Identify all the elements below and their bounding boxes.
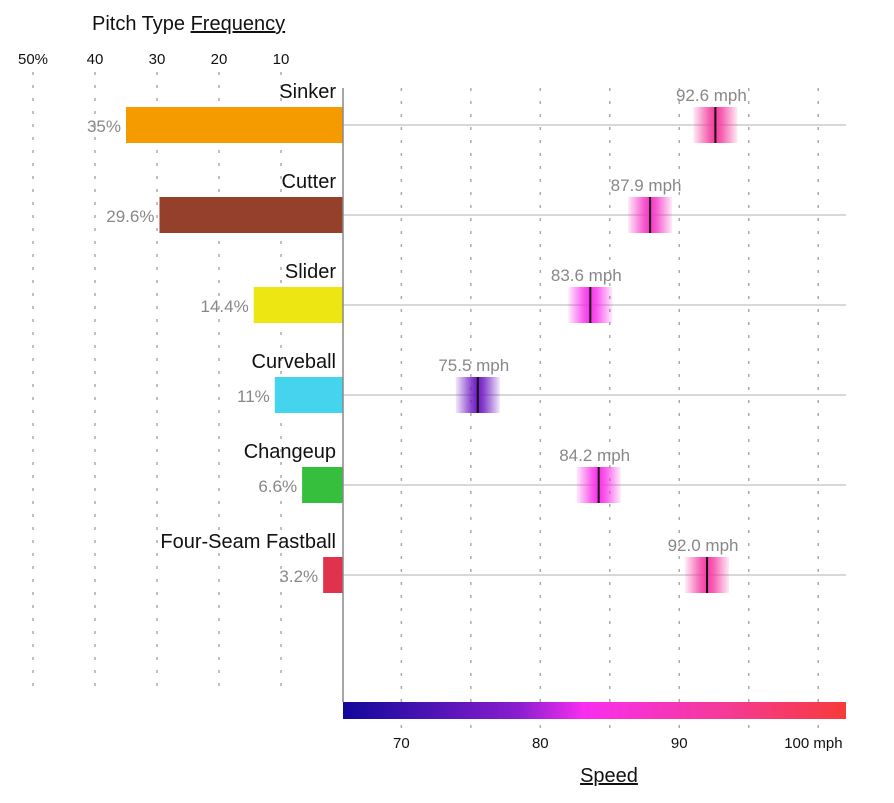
speed-colorbar	[343, 702, 846, 719]
frequency-tick-label: 10	[273, 51, 290, 68]
title-text: Pitch Type	[92, 13, 191, 35]
frequency-label: 11%	[237, 387, 270, 406]
title-frequency: Frequency	[191, 13, 286, 35]
speed-axis-title: Speed	[580, 765, 638, 787]
frequency-tick-label: 20	[211, 51, 228, 68]
pitch-type-label: Cutter	[282, 171, 337, 193]
frequency-bar-changeup	[302, 467, 343, 503]
frequency-label: 6.6%	[258, 477, 297, 496]
pitch-type-label: Slider	[285, 261, 336, 283]
speed-label: 84.2 mph	[559, 446, 630, 465]
pitch-type-label: Sinker	[279, 81, 336, 103]
chart-title: Pitch Type Frequency	[92, 13, 285, 35]
speed-label: 92.6 mph	[676, 86, 747, 105]
frequency-bar-four-seam-fastball	[323, 557, 343, 593]
frequency-bar-cutter	[159, 197, 343, 233]
speed-label: 83.6 mph	[551, 266, 622, 285]
speed-label: 87.9 mph	[611, 176, 682, 195]
speed-tick-label: 80	[532, 735, 549, 752]
frequency-bar-sinker	[126, 107, 343, 143]
frequency-bar-slider	[253, 287, 343, 323]
pitch-type-label: Curveball	[252, 351, 336, 373]
frequency-label: 35%	[87, 117, 121, 136]
speed-tick-label: 100 mph	[784, 735, 842, 752]
frequency-tick-label: 30	[149, 51, 166, 68]
speed-label: 75.5 mph	[438, 356, 509, 375]
speed-tick-label: 90	[671, 735, 688, 752]
frequency-label: 14.4%	[201, 297, 249, 316]
frequency-tick-label: 50%	[18, 51, 48, 68]
pitch-type-label: Four-Seam Fastball	[160, 531, 336, 553]
frequency-label: 29.6%	[106, 207, 154, 226]
frequency-label: 3.2%	[279, 567, 318, 586]
frequency-tick-label: 40	[87, 51, 104, 68]
frequency-bar-curveball	[274, 377, 343, 413]
speed-label: 92.0 mph	[668, 536, 739, 555]
speed-tick-label: 70	[393, 735, 410, 752]
pitch-type-label: Changeup	[244, 441, 336, 463]
